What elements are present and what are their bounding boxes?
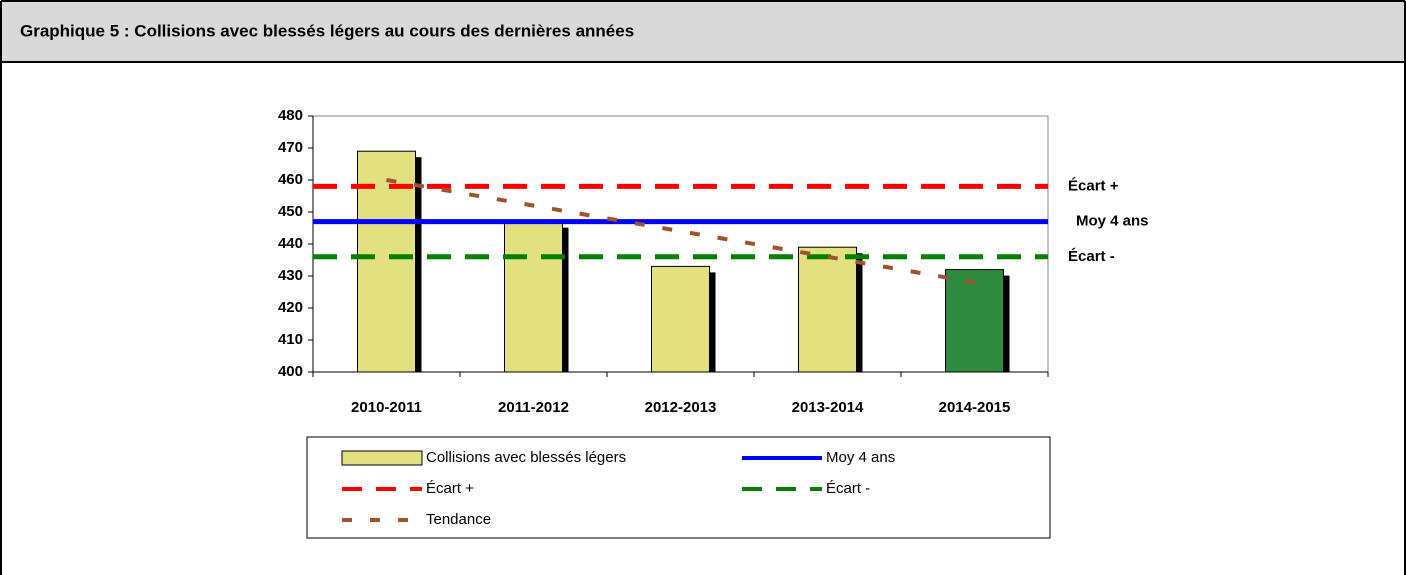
- x-tick-label: 2013-2014: [792, 399, 864, 416]
- reference-label: Moy 4 ans: [1076, 213, 1149, 230]
- header-band: [1, 1, 1405, 62]
- legend-swatch: [341, 450, 423, 466]
- reference-label: Écart -: [1068, 248, 1115, 265]
- y-tick-label: 450: [278, 203, 303, 220]
- y-tick-label: 410: [278, 331, 303, 348]
- y-tick-label: 430: [278, 267, 303, 284]
- x-tick-label: 2010-2011: [351, 399, 422, 416]
- y-tick-label: 440: [278, 235, 303, 252]
- bar: [651, 265, 710, 373]
- y-tick-label: 480: [278, 107, 303, 124]
- legend-label: Écart +: [426, 480, 474, 497]
- x-tick-label: 2014-2015: [939, 399, 1011, 416]
- x-tick-label: 2011-2012: [498, 399, 569, 416]
- legend-box: [306, 436, 1051, 539]
- x-tick-label: 2012-2013: [645, 399, 717, 416]
- bar: [945, 269, 1004, 373]
- legend-label: Tendance: [426, 511, 491, 528]
- y-tick-label: 460: [278, 171, 303, 188]
- header-title: Graphique 5 : Collisions avec blessés lé…: [20, 21, 634, 40]
- y-tick-label: 400: [278, 363, 303, 380]
- legend-label: Moy 4 ans: [826, 449, 895, 466]
- legend-label: Écart -: [826, 480, 870, 497]
- legend-label: Collisions avec blessés légers: [426, 449, 626, 466]
- bar: [798, 246, 857, 373]
- bar: [504, 221, 563, 373]
- reference-label: Écart +: [1068, 177, 1119, 194]
- y-tick-label: 470: [278, 139, 303, 156]
- y-tick-label: 420: [278, 299, 303, 316]
